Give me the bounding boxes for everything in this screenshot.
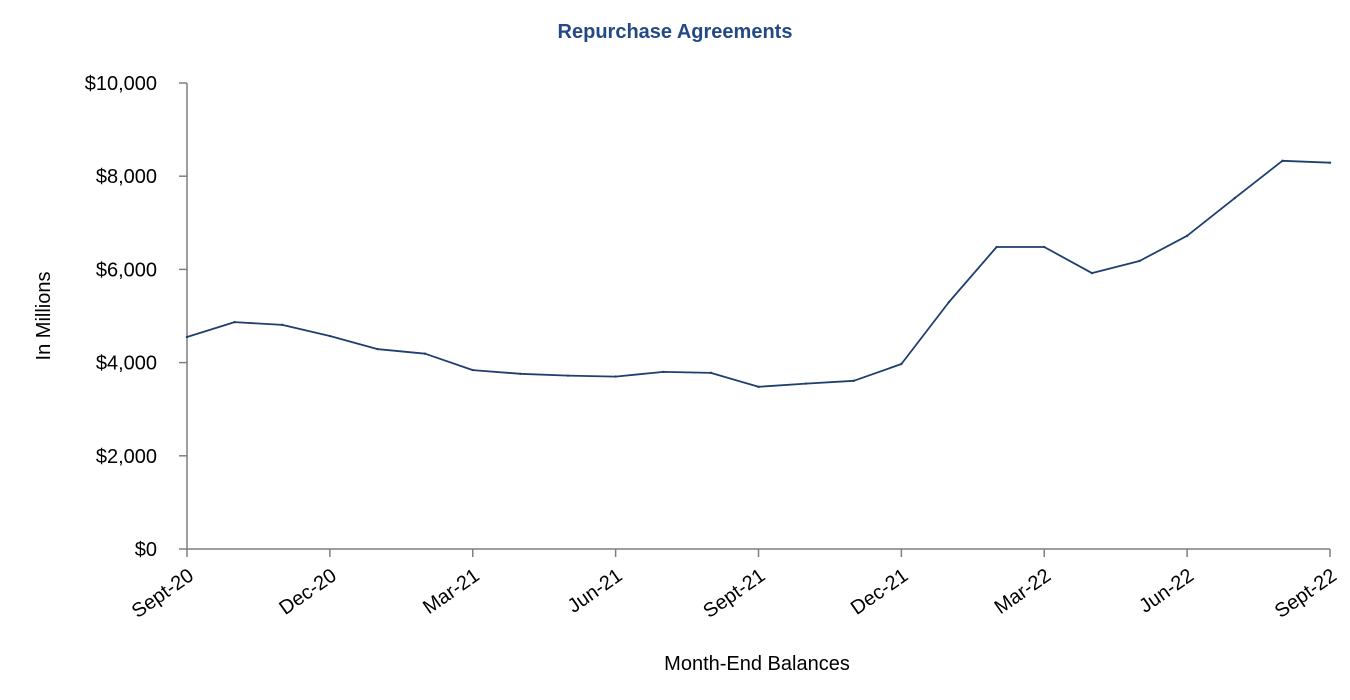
data-point <box>376 347 379 351</box>
data-point <box>1090 271 1094 275</box>
data-point <box>1043 245 1046 249</box>
x-tick-label: Jun-21 <box>564 565 627 618</box>
series-line <box>186 159 1331 388</box>
data-point <box>1233 196 1236 200</box>
data-point <box>757 385 760 389</box>
y-tick-label: $8,000 <box>96 166 157 188</box>
data-point <box>1185 234 1189 238</box>
data-point <box>1281 159 1284 163</box>
data-point <box>995 245 998 249</box>
x-axis-label: Month-End Balances <box>664 653 850 675</box>
data-point <box>328 334 332 338</box>
x-tick-label: Dec-21 <box>847 565 912 620</box>
x-tick-label: Dec-20 <box>275 565 340 620</box>
x-tick-label: Mar-22 <box>991 565 1056 619</box>
y-tick-label: $0 <box>135 539 157 561</box>
data-point <box>423 352 427 355</box>
data-point <box>1328 161 1332 164</box>
x-tick-label: Jun-22 <box>1135 565 1198 618</box>
data-point <box>900 362 903 366</box>
series-group <box>185 159 1332 389</box>
data-point <box>1138 259 1141 263</box>
x-tick-label: Mar-21 <box>419 565 484 619</box>
data-point <box>709 371 713 375</box>
data-point <box>519 372 522 375</box>
x-tick-label: Sept-20 <box>128 565 198 623</box>
x-axis-ticks: Sept-20 Dec-20 Mar-21 Jun-21 Sept-21 Dec-21 Ma… <box>128 549 1341 623</box>
y-tick-label: $10,000 <box>85 73 157 95</box>
y-axis-label: In Millions <box>33 272 55 361</box>
data-point <box>185 335 189 339</box>
chart-axes <box>186 83 1330 550</box>
y-tick-label: $4,000 <box>96 353 157 375</box>
data-point <box>471 368 474 372</box>
y-tick-label: $2,000 <box>96 446 157 468</box>
x-tick-label: Sept-21 <box>699 565 769 623</box>
data-point <box>804 382 808 385</box>
data-point <box>947 300 951 304</box>
data-point <box>662 370 665 374</box>
chart-title: Repurchase Agreements <box>558 21 793 43</box>
data-point <box>852 379 855 382</box>
y-axis-ticks: $0 $2,000 $4,000 $6,000 $8,000 $10,000 <box>85 73 187 561</box>
data-point <box>614 375 617 378</box>
y-tick-label: $6,000 <box>96 259 157 281</box>
x-tick-label: Sept-22 <box>1271 565 1341 623</box>
data-point <box>233 320 236 324</box>
data-point <box>566 374 570 377</box>
data-point <box>281 323 284 327</box>
